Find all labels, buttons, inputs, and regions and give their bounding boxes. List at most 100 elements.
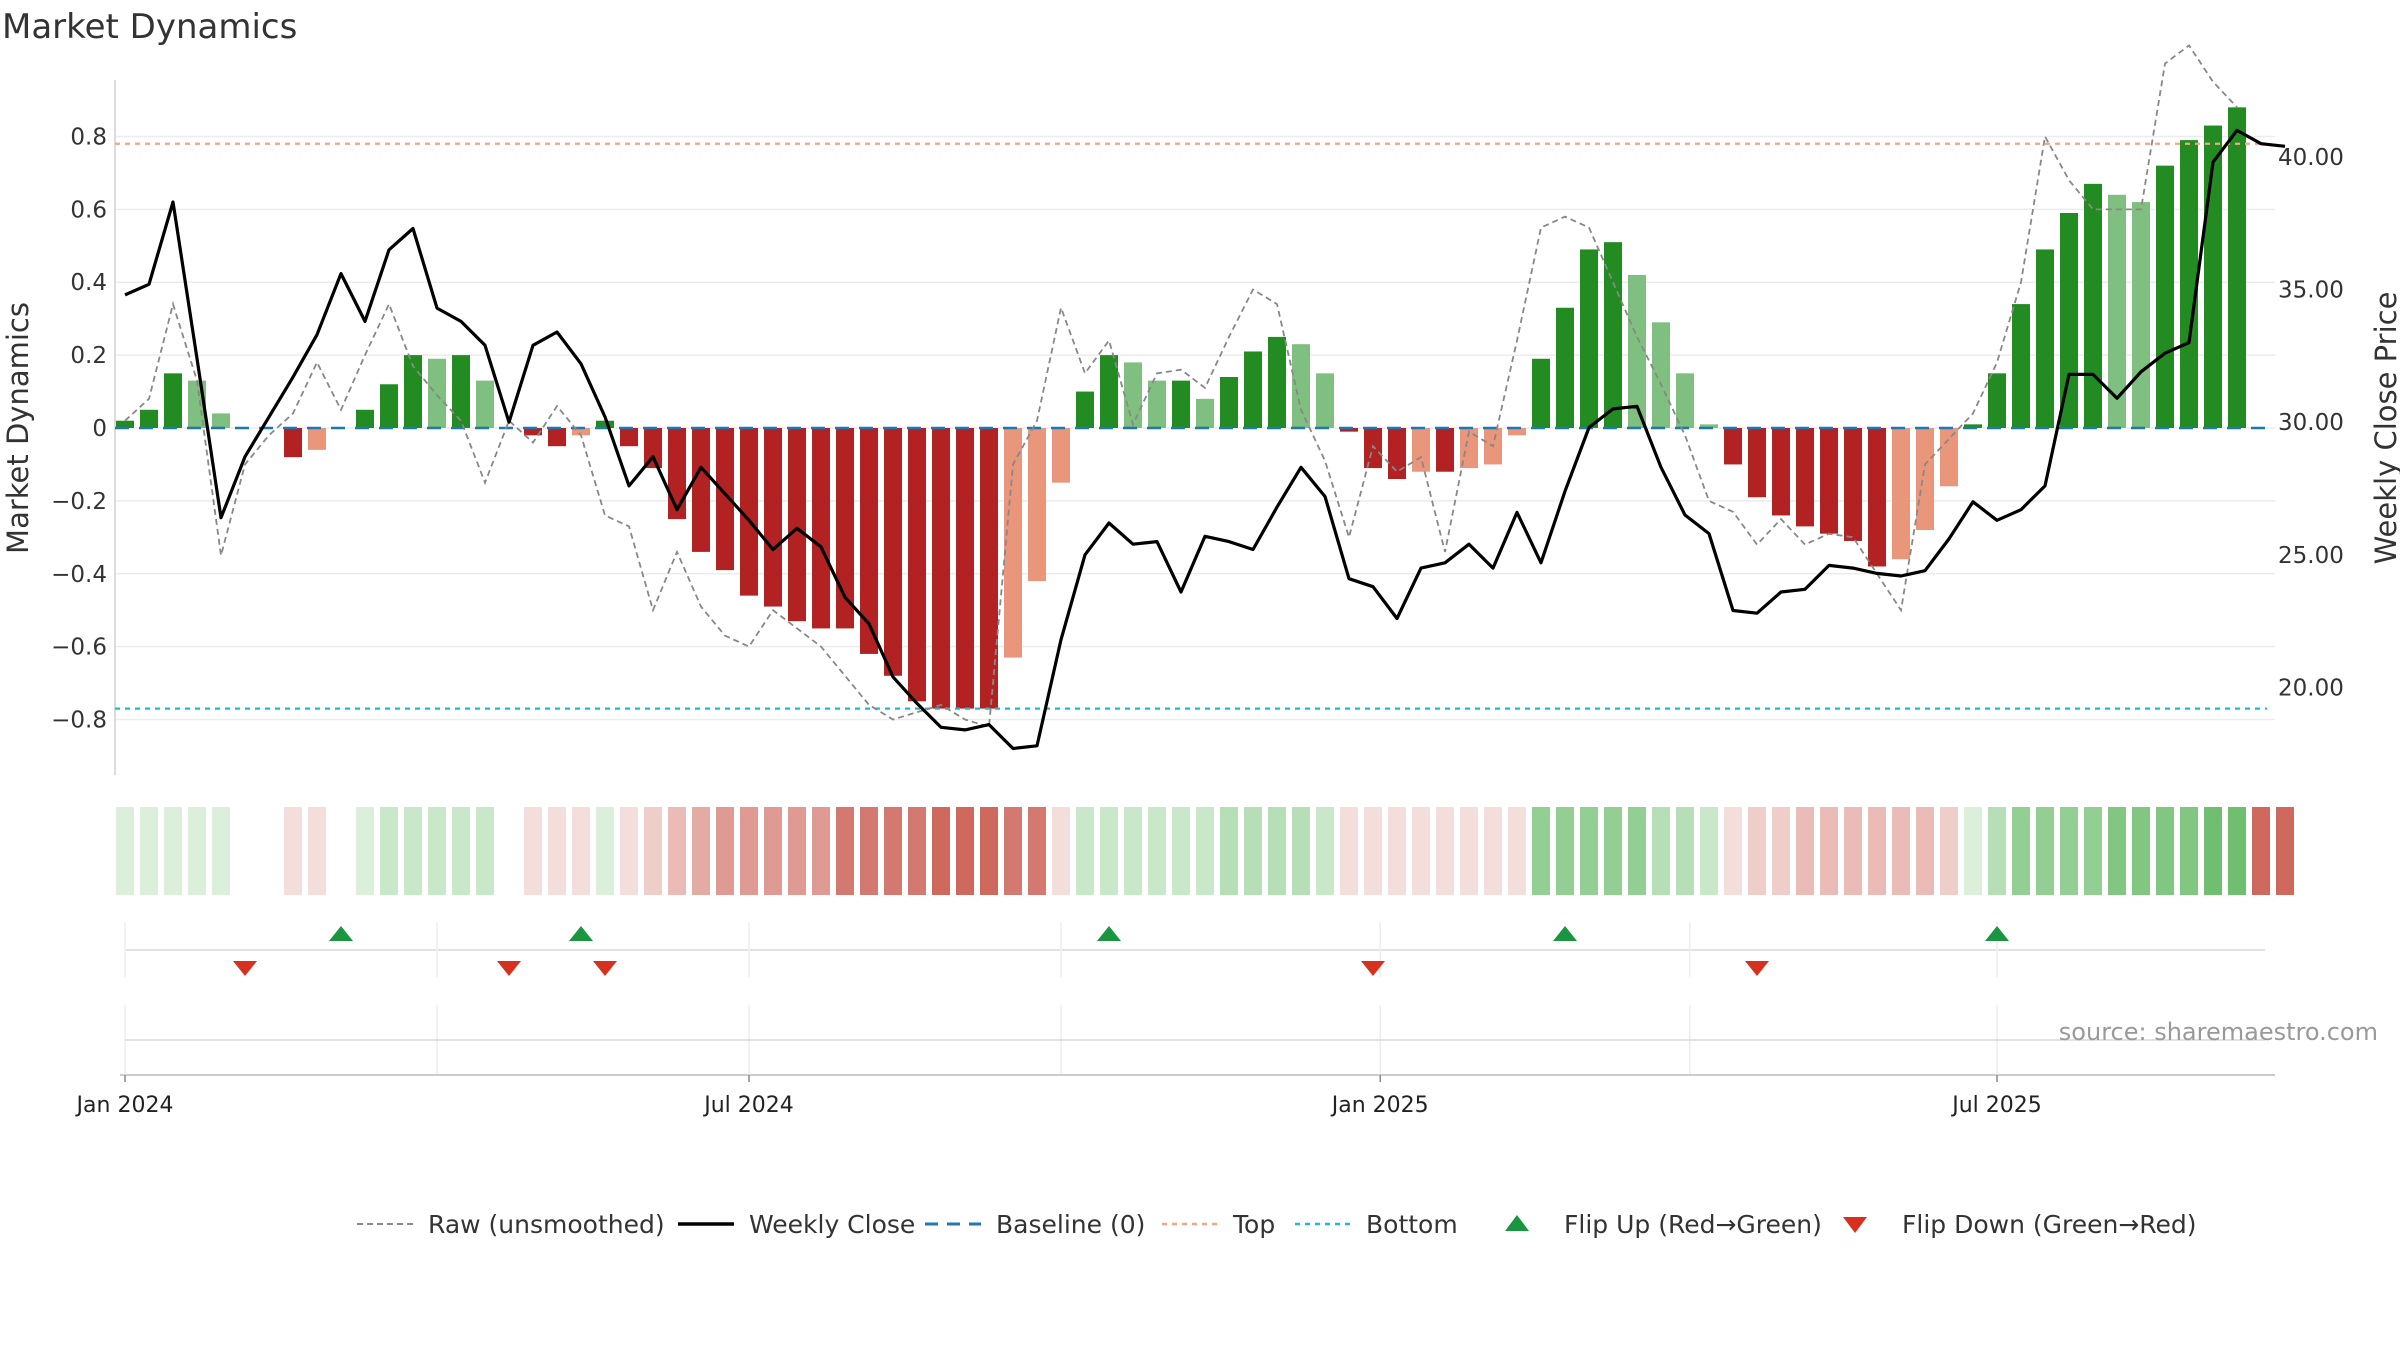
heat-cell: [1820, 807, 1838, 895]
flip-down-marker: [1361, 961, 1385, 976]
y-tick-label: −0.4: [51, 562, 107, 588]
dynamics-bar: [1628, 274, 1646, 428]
heat-cell: [2108, 807, 2126, 895]
heat-cell: [1532, 807, 1550, 895]
dynamics-bar: [380, 384, 398, 428]
legend-swatch: [1505, 1215, 1529, 1231]
heat-cell: [836, 807, 854, 895]
dynamics-bar: [1796, 428, 1814, 527]
heat-cell: [2084, 807, 2102, 895]
flip-down-marker: [593, 961, 617, 976]
dynamics-bar: [1268, 336, 1286, 428]
dynamics-bar: [2060, 213, 2078, 428]
heat-cell: [716, 807, 734, 895]
heat-cell: [1100, 807, 1118, 895]
heat-cell: [1220, 807, 1238, 895]
heat-cell: [548, 807, 566, 895]
dynamics-bar: [116, 420, 134, 428]
y-tick-label: 0.6: [70, 197, 107, 223]
heat-cell: [1484, 807, 1502, 895]
heat-cell: [1940, 807, 1958, 895]
dynamics-bar: [1580, 249, 1598, 428]
dynamics-bar: [308, 428, 326, 450]
dynamics-bar: [284, 428, 302, 458]
y-tick-label: −0.2: [51, 489, 107, 515]
heat-cell: [1748, 807, 1766, 895]
legend-item-flip-up: Flip Up (Red→Green): [1505, 1210, 1822, 1239]
heat-cell: [164, 807, 182, 895]
dynamics-bar: [836, 428, 854, 629]
heat-cell: [428, 807, 446, 895]
heat-cell: [956, 807, 974, 895]
heat-cell: [1724, 807, 1742, 895]
heat-cell: [1004, 807, 1022, 895]
dynamics-bar: [596, 420, 614, 428]
flip-down-marker: [497, 961, 521, 976]
heat-cell: [884, 807, 902, 895]
heat-cell: [1508, 807, 1526, 895]
chart-legend: Raw (unsmoothed) Weekly Close Baseline (0)…: [357, 1210, 2197, 1239]
heat-cell: [1436, 807, 1454, 895]
dynamics-bar: [812, 428, 830, 629]
dynamics-bar: [1292, 344, 1310, 428]
dynamics-bar: [428, 358, 446, 428]
heat-cell: [284, 807, 302, 895]
flip-down-marker: [233, 961, 257, 976]
dynamics-bar: [860, 428, 878, 654]
y-tick-label: 0.2: [70, 343, 107, 369]
dynamics-bar: [1172, 380, 1190, 428]
dynamics-bar: [1388, 428, 1406, 480]
x-tick-label: Jan 2025: [1330, 1093, 1429, 1118]
dynamics-bar: [2180, 140, 2198, 428]
heat-cell: [620, 807, 638, 895]
heat-cell: [1844, 807, 1862, 895]
legend-swatch: [1843, 1217, 1867, 1233]
heat-cell: [1460, 807, 1478, 895]
dynamics-bar: [356, 409, 374, 428]
y2-tick-label: 40.00: [2278, 145, 2344, 171]
heat-cell: [1268, 807, 1286, 895]
heat-cell: [140, 807, 158, 895]
heat-cell: [116, 807, 134, 895]
heat-cell: [2252, 807, 2270, 895]
dynamics-bar: [956, 428, 974, 709]
heat-cell: [572, 807, 590, 895]
heat-cell: [2060, 807, 2078, 895]
dynamics-bar: [1652, 322, 1670, 428]
y-tick-label: −0.8: [51, 708, 107, 734]
heat-cell: [668, 807, 686, 895]
flip-up-marker: [329, 926, 353, 941]
heat-cell: [1388, 807, 1406, 895]
dynamics-bar: [1532, 358, 1550, 428]
legend-label: Raw (unsmoothed): [428, 1210, 665, 1239]
dynamics-bar: [548, 428, 566, 447]
dynamics-bar: [1100, 355, 1118, 428]
heat-cell: [2204, 807, 2222, 895]
heat-cell: [692, 807, 710, 895]
heat-cell: [524, 807, 542, 895]
y2-axis-label: Weekly Close Price: [2369, 292, 2400, 565]
dynamics-bar: [2084, 183, 2102, 428]
dynamics-bar: [1676, 373, 1694, 428]
legend-label: Weekly Close: [749, 1210, 915, 1239]
heat-cell: [2012, 807, 2030, 895]
dynamics-bar: [692, 428, 710, 552]
y-tick-label: 0.8: [70, 124, 107, 150]
dynamics-bar: [2132, 202, 2150, 428]
dynamics-bar: [1916, 428, 1934, 531]
dynamics-bar: [1772, 428, 1790, 516]
dynamics-bar: [1988, 373, 2006, 428]
dynamics-bars: [116, 107, 2246, 709]
dynamics-bar: [1028, 428, 1046, 582]
flip-up-marker: [569, 926, 593, 941]
heat-cell: [932, 807, 950, 895]
heat-cell: [1412, 807, 1430, 895]
flip-up-marker: [1553, 926, 1577, 941]
dynamics-bar: [764, 428, 782, 607]
heat-cell: [596, 807, 614, 895]
dynamics-bar: [1052, 428, 1070, 483]
lower-empty-panel: Jan 2024 Jul 2024 Jan 2025 Jul 2025: [75, 1005, 2275, 1118]
legend-label: Bottom: [1366, 1210, 1458, 1239]
heat-cell: [356, 807, 374, 895]
